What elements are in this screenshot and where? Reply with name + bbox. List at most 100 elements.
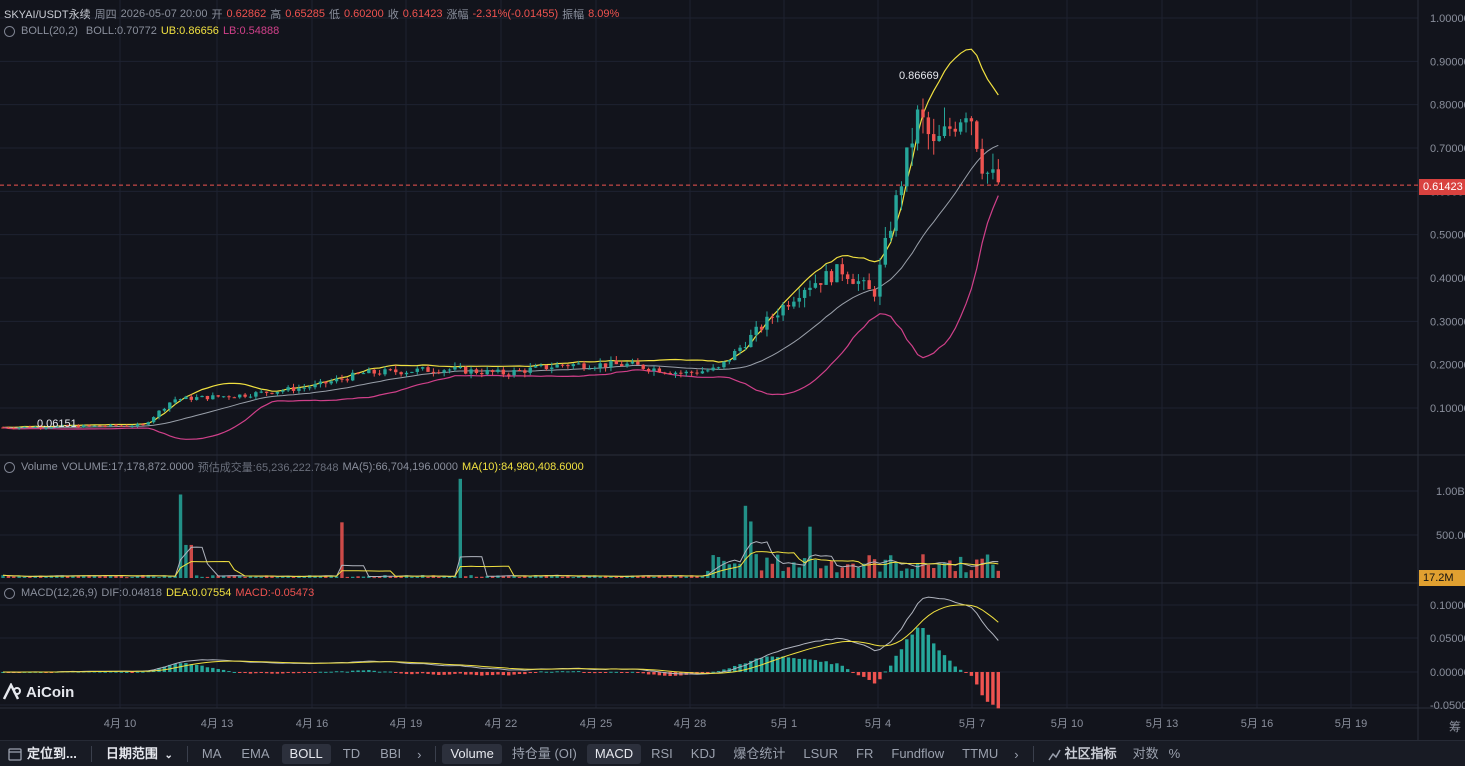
alarm-icon[interactable]: [4, 587, 15, 599]
indicator-tab-kdj[interactable]: KDJ: [690, 746, 716, 761]
log-scale-toggle[interactable]: 对数: [1132, 746, 1159, 761]
candle: [872, 289, 877, 297]
volume-bar: [205, 576, 210, 578]
macd-histogram-bar: [813, 660, 818, 672]
candle: [770, 316, 775, 318]
chevron-right-icon[interactable]: ›: [1014, 746, 1019, 762]
indicator-tab-ma[interactable]: MA: [201, 746, 222, 761]
macd-histogram-bar: [404, 672, 409, 674]
candle: [964, 118, 968, 123]
indicator-tab-fr[interactable]: FR: [856, 746, 874, 761]
indicator-tab-ema[interactable]: EMA: [241, 746, 270, 761]
volume-name[interactable]: Volume: [21, 461, 58, 473]
main-indicator-tabs: MA EMA BOLL TD BBI: [194, 744, 409, 764]
indicator-tab--oi[interactable]: 持仓量 (OI): [511, 746, 577, 761]
volume-bar: [792, 562, 796, 578]
volume-bar: [469, 575, 473, 578]
community-indicators-button[interactable]: 社区指标: [1040, 744, 1125, 764]
volume-bar: [566, 575, 570, 578]
date-range-button[interactable]: 日期范围 ⌄: [98, 744, 181, 764]
macd-histogram-bar: [646, 672, 651, 675]
chart-canvas[interactable]: 1.000000.900000.800000.700000.600000.500…: [0, 0, 1465, 740]
macd-histogram-bar: [313, 672, 317, 673]
volume-bar: [345, 576, 350, 578]
volume-bar: [377, 576, 382, 578]
indicator-tab-bbi[interactable]: BBI: [380, 746, 402, 761]
high-label: 高: [270, 9, 282, 21]
macd-histogram-bar: [770, 656, 775, 672]
candle: [447, 369, 452, 371]
close-value: 0.61423: [402, 8, 443, 20]
macd-macd: MACD:-0.05473: [235, 587, 315, 599]
volume-bar: [910, 569, 914, 578]
indicator-tab-macd[interactable]: MACD: [586, 744, 642, 764]
volume-bar: [324, 575, 328, 578]
candle: [437, 372, 441, 374]
indicator-tab-lsur[interactable]: LSUR: [803, 746, 839, 761]
volume-bar: [641, 575, 645, 578]
locate-button[interactable]: 定位到...: [0, 744, 85, 764]
logo-text: AiCoin: [26, 683, 75, 701]
volume-bar: [22, 576, 27, 578]
chevron-right-icon[interactable]: ›: [417, 746, 422, 762]
candle: [38, 426, 43, 429]
volume-axis-label: 500.00M: [1436, 530, 1465, 542]
macd-histogram-bar: [641, 672, 645, 674]
candle: [797, 297, 801, 302]
candle: [200, 395, 204, 398]
symbol-label[interactable]: SKYAI/USDT永续: [4, 9, 91, 21]
candle: [781, 304, 785, 316]
volume-bar: [55, 575, 59, 578]
candle: [367, 369, 371, 374]
indicator-tab-boll[interactable]: BOLL: [281, 744, 331, 764]
candle: [372, 369, 376, 374]
datetime-label: 2026-05-07 20:00: [120, 8, 208, 20]
macd-histogram-bar: [474, 672, 479, 676]
boll-name[interactable]: BOLL(20,2): [21, 25, 78, 37]
macd-name[interactable]: MACD(12,26,9): [21, 587, 98, 599]
candle: [598, 363, 602, 368]
candle: [28, 426, 32, 428]
volume-bar: [889, 555, 893, 578]
volume-bar: [942, 562, 947, 578]
chip-distribution-label[interactable]: 筹: [1449, 720, 1462, 734]
volume-bar: [937, 563, 941, 578]
macd-histogram-bar: [227, 671, 231, 673]
candle: [582, 363, 586, 369]
candle: [394, 369, 398, 373]
candle: [383, 369, 387, 375]
volume-bar: [38, 575, 43, 578]
candle: [82, 425, 86, 428]
indicator-tab-rsi[interactable]: RSI: [651, 746, 673, 761]
macd-histogram-bar: [926, 634, 931, 672]
candle: [125, 425, 129, 427]
alarm-icon[interactable]: [4, 25, 15, 37]
volume-bar: [458, 478, 462, 578]
candle: [641, 364, 645, 369]
candle: [673, 372, 678, 375]
volume-bar: [49, 575, 54, 578]
indicator-tab-volume[interactable]: Volume: [442, 744, 502, 764]
candle: [738, 347, 742, 351]
volume-axis-label: 1.00B: [1436, 486, 1465, 498]
macd-histogram-bar: [501, 672, 506, 676]
indicator-tab-[interactable]: 爆仓统计: [733, 746, 786, 761]
macd-histogram-bar: [485, 672, 489, 676]
candle: [716, 367, 721, 369]
candle: [576, 363, 581, 365]
macd-histogram-bar: [297, 672, 301, 674]
indicator-tab-ttmu[interactable]: TTMU: [962, 746, 999, 761]
macd-histogram-bar: [345, 671, 350, 673]
date-axis-label: 5月 10: [1051, 718, 1083, 730]
volume-bar: [953, 571, 957, 578]
volume-bar: [82, 575, 86, 578]
candle: [862, 280, 866, 282]
volume-bar: [528, 576, 532, 578]
macd-histogram-bar: [98, 671, 102, 673]
alarm-icon[interactable]: [4, 461, 15, 473]
indicator-tab-td[interactable]: TD: [342, 746, 361, 761]
percent-toggle[interactable]: %: [1168, 746, 1181, 761]
indicator-tab-fundflow[interactable]: Fundflow: [891, 746, 945, 761]
candle: [227, 396, 231, 398]
